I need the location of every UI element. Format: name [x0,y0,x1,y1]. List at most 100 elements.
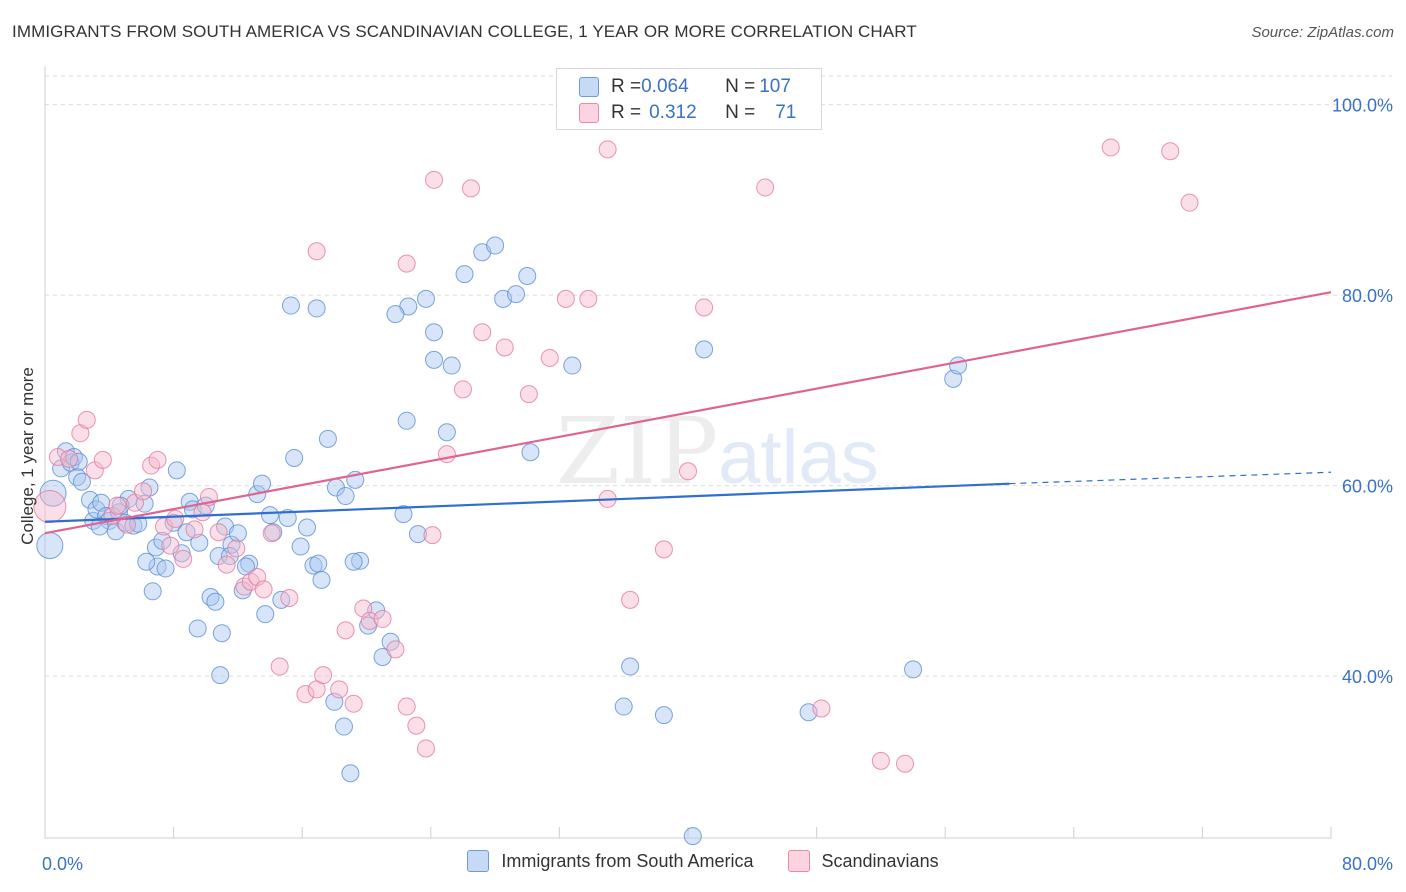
data-point [309,554,328,573]
data-point [540,348,559,367]
data-point [871,751,890,770]
data-point [519,385,538,404]
data-point [228,524,247,543]
data-point [394,505,413,524]
data-point [473,323,492,342]
data-point [193,503,212,522]
data-point [48,448,67,466]
data-point [695,340,714,359]
data-point [904,660,923,679]
data-point [307,242,326,261]
data-point [262,524,281,543]
stats-n-value: 107 [759,76,791,97]
bottom-legend: Immigrants from South America Scandinavi… [0,850,1406,872]
data-point [134,482,153,501]
data-point [386,305,405,324]
legend-item-south-america: Immigrants from South America [467,850,754,872]
data-point [425,350,444,369]
data-point [254,580,273,599]
data-point [453,380,472,399]
data-point [108,496,127,515]
stats-row-scandinavians: R = 0.312 N = 71 [579,100,796,126]
data-point [351,551,370,570]
data-point [397,254,416,273]
data-point [68,468,87,487]
data-point [117,515,136,534]
data-point [166,509,185,528]
watermark-main: ZIP [556,398,719,505]
axes [44,66,1332,839]
source-credit: Source: ZipAtlas.com [1251,24,1394,41]
data-point [167,461,186,480]
stats-r-label: R = [611,102,642,123]
data-point [425,170,444,189]
data-point [442,356,461,375]
y-tick-label: 80.0% [1342,286,1393,306]
data-point [373,609,392,628]
data-point [285,448,304,467]
data-point [556,289,575,308]
data-point [60,449,79,468]
data-point [344,694,363,713]
trend-line [44,482,1010,523]
data-point [296,685,315,704]
trend-line-extension [1009,471,1332,485]
data-point [261,506,280,525]
stats-swatch-south-america [579,77,599,97]
data-point [1101,138,1120,157]
data-point [756,178,775,197]
data-point [307,299,326,318]
data-point [235,577,254,596]
series-south-america-points [36,236,968,846]
data-point [341,764,360,783]
stats-n-label: N = [725,76,756,97]
data-point [81,490,100,509]
data-point [495,338,514,357]
data-point [416,289,435,308]
y-axis-label: College, 1 year or more [18,367,37,545]
data-point [148,450,167,469]
legend-swatch-scandinavians [787,850,810,872]
data-point [683,827,702,846]
trend-lines [44,291,1332,535]
y-tick-label: 40.0% [1342,667,1393,687]
data-point [143,582,162,601]
data-point [253,474,272,493]
data-point [212,624,231,643]
data-point [679,462,697,481]
data-point [944,369,963,388]
data-point [344,552,363,571]
data-point [455,265,474,284]
data-point [386,640,405,659]
data-point [146,538,165,557]
data-point [614,697,633,716]
data-point [240,554,259,573]
data-point [949,356,968,375]
data-point [330,680,349,699]
data-point [77,410,96,429]
data-point [461,179,480,198]
series-scandinavians-points [33,96,1199,773]
stats-legend: R = 0.064 N = 107 R = 0.312 N = 71 [556,68,822,130]
data-point [812,699,831,718]
data-point [185,520,204,539]
data-point [201,588,220,607]
data-point [506,285,525,304]
stats-r-label: R = [611,76,642,97]
data-point [654,706,673,725]
data-point [278,508,297,527]
data-point [654,540,673,559]
data-point [425,323,444,342]
data-point [518,267,537,286]
data-point [188,619,207,638]
data-point [579,289,598,308]
data-point [437,423,456,442]
chart-title: IMMIGRANTS FROM SOUTH AMERICA VS SCANDIN… [12,22,917,41]
data-point [336,621,355,640]
data-point [695,298,714,317]
x-tick-label: 80.0% [1342,854,1393,874]
data-point [280,588,299,607]
data-point [209,523,228,542]
data-point [270,657,289,676]
data-point [206,592,225,611]
